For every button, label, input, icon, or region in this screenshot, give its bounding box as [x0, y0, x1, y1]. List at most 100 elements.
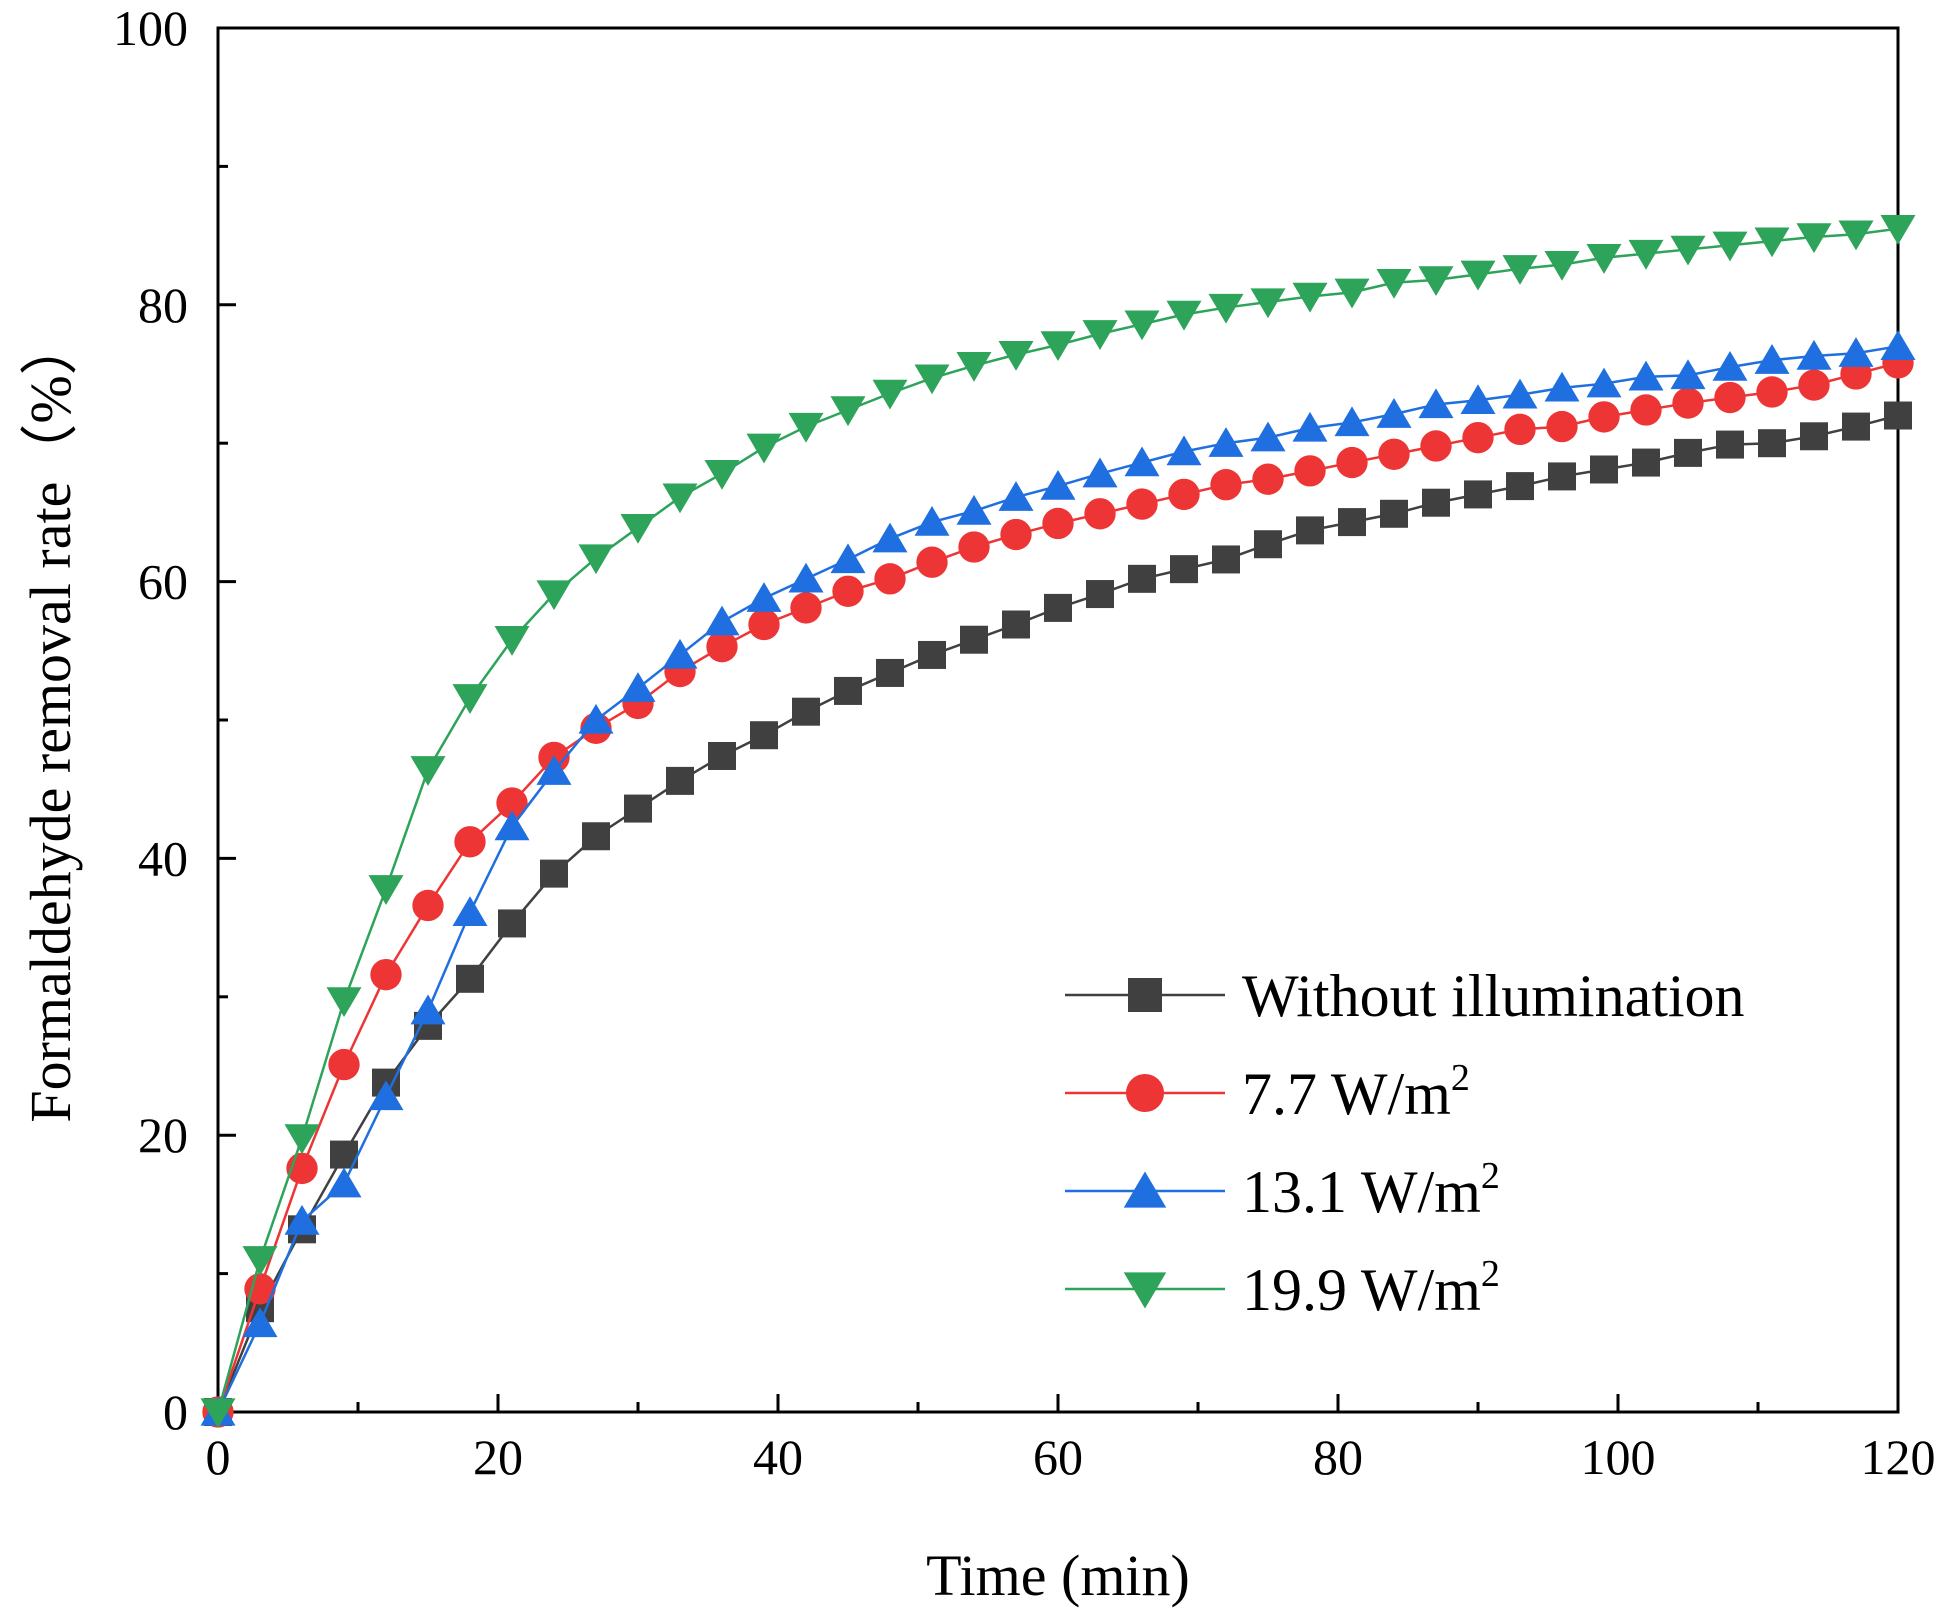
axes: 0 20 40 60 80 100 120 0 20 40 60 80 100 Time (min) For…	[18, 0, 1936, 1608]
data-point	[368, 875, 404, 905]
data-point	[496, 787, 528, 819]
data-point	[1338, 508, 1366, 537]
x-tick-label: 80	[1313, 1429, 1363, 1485]
data-point	[620, 672, 656, 702]
data-point	[1254, 530, 1282, 559]
data-point	[1292, 282, 1328, 313]
data-point	[1880, 214, 1916, 245]
data-point	[1504, 413, 1536, 446]
data-point	[1632, 448, 1660, 477]
x-tick-label: 60	[1033, 1429, 1083, 1485]
data-point	[662, 483, 698, 514]
data-point	[666, 766, 694, 795]
data-point	[704, 459, 740, 490]
data-point	[792, 697, 820, 726]
data-point	[876, 658, 904, 687]
data-point	[1628, 239, 1664, 270]
data-point	[1628, 360, 1664, 391]
data-point	[834, 676, 862, 705]
data-point	[1250, 288, 1286, 319]
data-point	[708, 741, 736, 770]
data-point	[1758, 429, 1786, 458]
plot-frame	[216, 26, 1900, 1414]
data-point	[1086, 580, 1114, 609]
data-point	[244, 1273, 276, 1305]
data-point	[998, 481, 1034, 511]
legend-marker	[1125, 1073, 1165, 1113]
data-point	[1252, 463, 1284, 495]
data-point	[1884, 401, 1912, 430]
legend-marker	[1123, 1171, 1167, 1208]
data-point	[1590, 455, 1618, 484]
data-point	[1796, 223, 1832, 254]
data-point	[1418, 388, 1454, 419]
data-point	[1460, 260, 1496, 291]
data-point	[918, 640, 946, 669]
data-point	[1464, 480, 1492, 509]
data-point	[1170, 555, 1198, 584]
data-point	[830, 396, 866, 427]
x-tick-label: 100	[1581, 1429, 1656, 1485]
data-point	[582, 822, 610, 851]
data-point	[1124, 310, 1160, 341]
data-point	[1546, 410, 1578, 443]
data-point	[578, 703, 614, 734]
data-point	[1380, 499, 1408, 528]
data-point	[1712, 350, 1748, 381]
data-point	[1798, 369, 1830, 401]
data-point	[1838, 220, 1874, 251]
data-point	[1002, 610, 1030, 639]
series-line	[216, 345, 1899, 1413]
series-2	[200, 330, 1916, 1426]
legend-superscript: 2	[1451, 1057, 1470, 1099]
y-tick-label: 100	[113, 0, 188, 56]
data-point	[1842, 412, 1870, 441]
legend-label: Without illumination	[1242, 963, 1745, 1029]
data-point	[1674, 438, 1702, 467]
data-point	[1800, 422, 1828, 451]
data-point	[1420, 430, 1452, 462]
data-point	[410, 756, 446, 786]
data-point	[872, 522, 908, 553]
data-point	[1296, 516, 1324, 545]
data-point	[410, 994, 446, 1025]
x-tick-label: 0	[206, 1429, 231, 1485]
legend-item-0: Without illumination	[1065, 963, 1745, 1029]
data-point	[704, 605, 740, 636]
data-point	[1422, 488, 1450, 517]
data-point	[1210, 469, 1242, 501]
data-point	[242, 1307, 278, 1338]
data-point	[624, 794, 652, 823]
data-point	[956, 352, 992, 382]
legend-label: 19.9 W/m2	[1242, 1253, 1500, 1323]
y-tick-label: 80	[138, 277, 188, 333]
legend-item-1: 7.7 W/m2	[1065, 1057, 1470, 1127]
y-tick-label: 20	[138, 1107, 188, 1163]
data-point	[998, 340, 1034, 371]
data-point	[706, 630, 738, 663]
data-point	[830, 543, 866, 574]
data-point	[454, 826, 486, 858]
data-point	[1336, 446, 1368, 479]
data-point	[1796, 339, 1832, 370]
data-point	[1000, 518, 1032, 551]
data-point	[1506, 472, 1534, 501]
data-point	[1670, 359, 1706, 390]
data-point	[1378, 438, 1410, 470]
data-point	[1126, 488, 1158, 520]
data-point	[328, 1048, 360, 1081]
data-point	[540, 859, 568, 888]
data-point	[284, 1124, 320, 1155]
data-point	[1838, 337, 1874, 367]
data-point	[914, 505, 950, 536]
series-3	[200, 214, 1916, 1429]
legend-superscript: 2	[1481, 1155, 1500, 1197]
data-point	[1208, 293, 1244, 324]
legend-item-3: 19.9 W/m2	[1065, 1253, 1500, 1323]
data-point	[498, 909, 526, 938]
y-tick-label: 0	[163, 1384, 188, 1440]
data-point	[874, 563, 906, 595]
data-point	[494, 810, 530, 841]
data-point	[1044, 593, 1072, 622]
data-point	[368, 1080, 404, 1111]
